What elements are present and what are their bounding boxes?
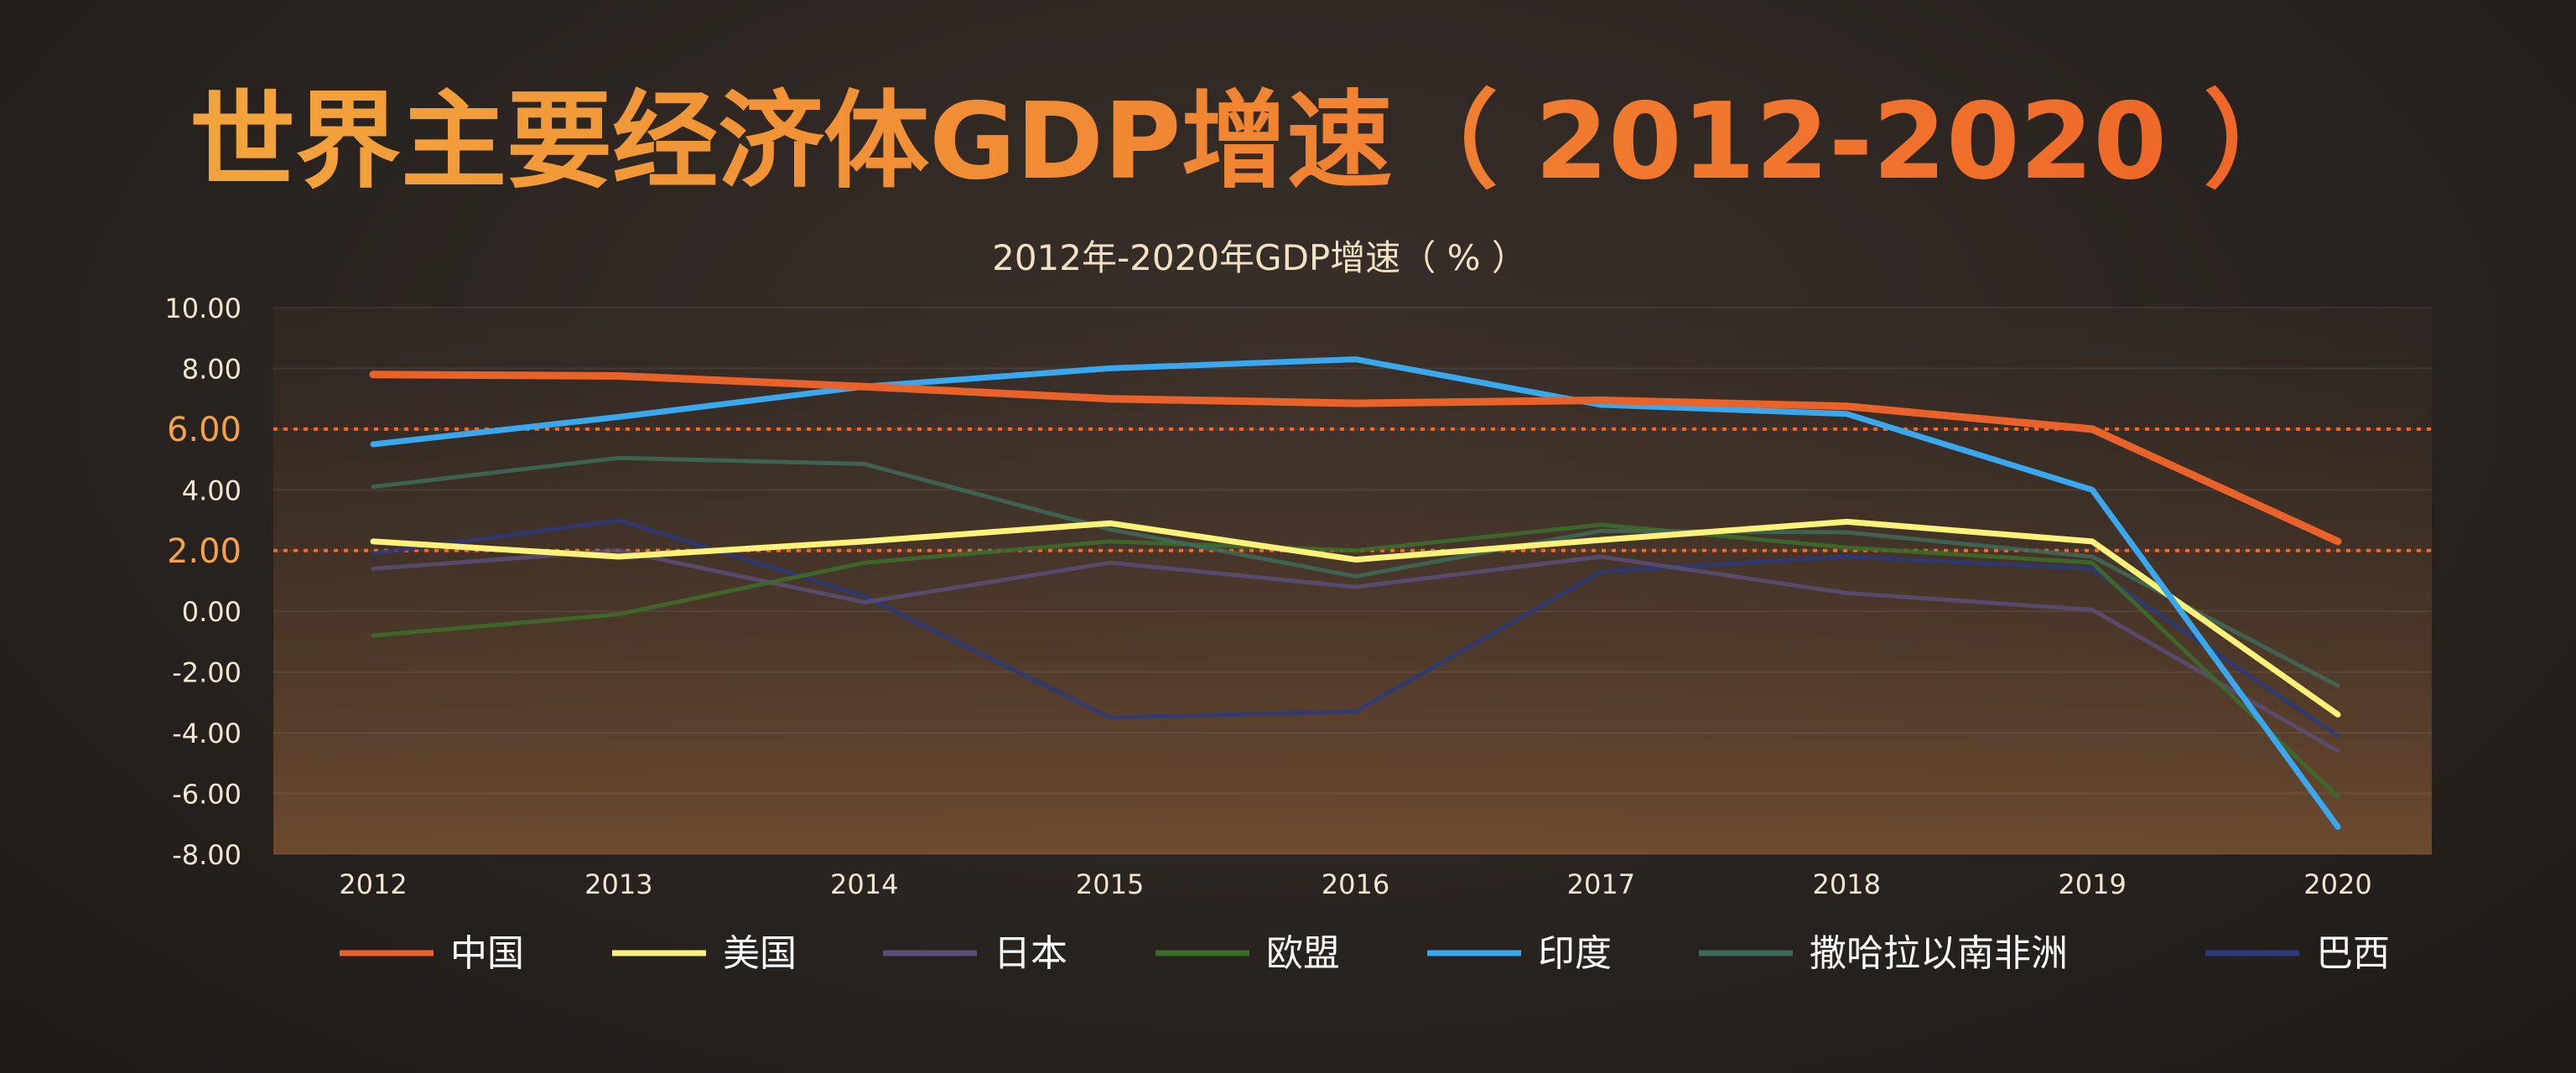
legend-label: 欧盟: [1266, 932, 1340, 975]
series-line-3: [371, 548, 2340, 754]
y-tick-label: 10.00: [164, 293, 242, 324]
series-lines: [369, 356, 2342, 830]
legend-label: 巴西: [2316, 932, 2390, 975]
legend-label: 撒哈拉以南非洲: [1810, 932, 2068, 975]
x-tick-label: 2014: [830, 868, 898, 900]
y-tick-label: -6.00: [172, 779, 242, 811]
x-tick-label: 2015: [1076, 868, 1144, 900]
legend-label: 印度: [1538, 932, 1612, 975]
legend-label: 美国: [723, 932, 797, 975]
series-line-5: [370, 356, 2341, 830]
y-tick-label: 6.00: [167, 411, 242, 449]
legend-label: 日本: [994, 932, 1067, 975]
y-tick-label: 8.00: [182, 353, 242, 385]
series-line-6: [371, 455, 2340, 688]
x-axis-ticks: 2012 2013 2014 2015 2016 2017 2018 2019 2020: [339, 868, 2371, 900]
y-tick-label: -2.00: [172, 657, 242, 689]
x-tick-label: 2013: [584, 868, 652, 900]
series-line-4: [371, 522, 2340, 799]
x-tick-label: 2012: [339, 868, 407, 900]
x-tick-label: 2018: [1813, 868, 1881, 900]
legend-label: 中国: [450, 932, 524, 975]
y-tick-label: -8.00: [172, 839, 242, 871]
series-line-2: [370, 518, 2341, 718]
x-tick-label: 2020: [2303, 868, 2371, 900]
series-line-7: [371, 518, 2340, 739]
x-tick-label: 2016: [1322, 868, 1389, 900]
chart-title: 世界主要经济体GDP增速（ 2012-2020 ）: [190, 80, 2309, 203]
y-tick-label: 4.00: [182, 474, 242, 506]
y-tick-label: 2.00: [167, 532, 242, 571]
legend: 中国 美国 日本 欧盟 印度 撒哈拉以南非洲 巴西: [340, 932, 2390, 975]
x-tick-label: 2017: [1567, 868, 1635, 900]
series-line-1: [369, 371, 2342, 546]
y-axis-ticks: 10.00 8.00 6.00 4.00 2.00 0.00 -2.00 -4.00 -6.00…: [164, 293, 242, 871]
chart-subtitle: 2012年-2020年GDP增速（ % ）: [992, 237, 1527, 278]
y-tick-label: 0.00: [182, 596, 242, 628]
x-tick-label: 2019: [2058, 868, 2126, 900]
plot-area: [273, 308, 2432, 854]
y-tick-label: -4.00: [172, 718, 242, 749]
